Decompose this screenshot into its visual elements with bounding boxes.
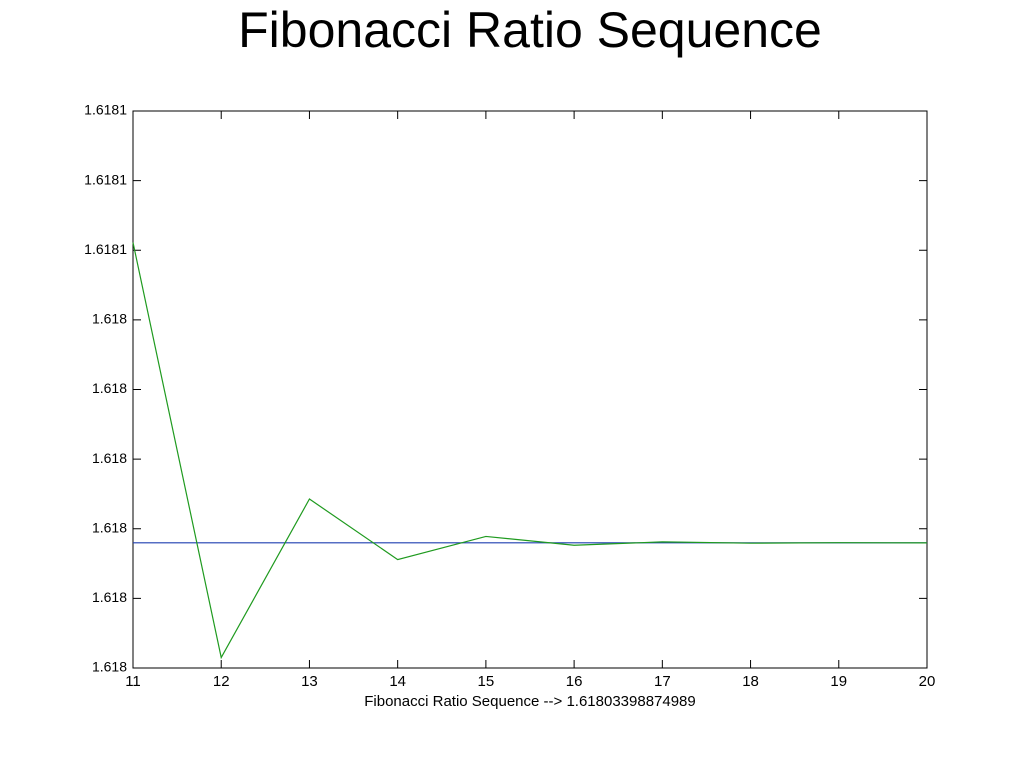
x-tick-label: 17 xyxy=(654,673,671,690)
x-tick-label: 19 xyxy=(830,673,847,690)
plot-frame xyxy=(132,110,928,669)
y-tick-label: 1.618 xyxy=(92,659,127,675)
x-tick-label: 18 xyxy=(742,673,759,690)
x-tick-label: 15 xyxy=(478,673,495,690)
x-tick-label: 11 xyxy=(125,673,141,690)
y-tick-label: 1.618 xyxy=(92,380,127,396)
x-tick-label: 12 xyxy=(213,673,230,690)
chart-title: Fibonacci Ratio Sequence xyxy=(238,2,822,58)
x-tick-label: 16 xyxy=(566,673,583,690)
x-axis-label: Fibonacci Ratio Sequence --> 1.618033988… xyxy=(364,693,696,710)
x-tick-label: 20 xyxy=(919,673,936,690)
y-tick-label: 1.6181 xyxy=(84,171,127,187)
y-tick-label: 1.618 xyxy=(92,589,127,605)
y-tick-label: 1.6181 xyxy=(84,241,127,257)
y-tick-label: 1.618 xyxy=(92,311,127,327)
y-tick-label: 1.618 xyxy=(92,519,127,535)
x-tick-label: 13 xyxy=(301,673,318,690)
x-tick-label: 14 xyxy=(389,673,406,690)
y-tick-label: 1.6181 xyxy=(84,102,127,118)
series-line xyxy=(132,242,928,660)
y-tick-label: 1.618 xyxy=(92,450,127,466)
